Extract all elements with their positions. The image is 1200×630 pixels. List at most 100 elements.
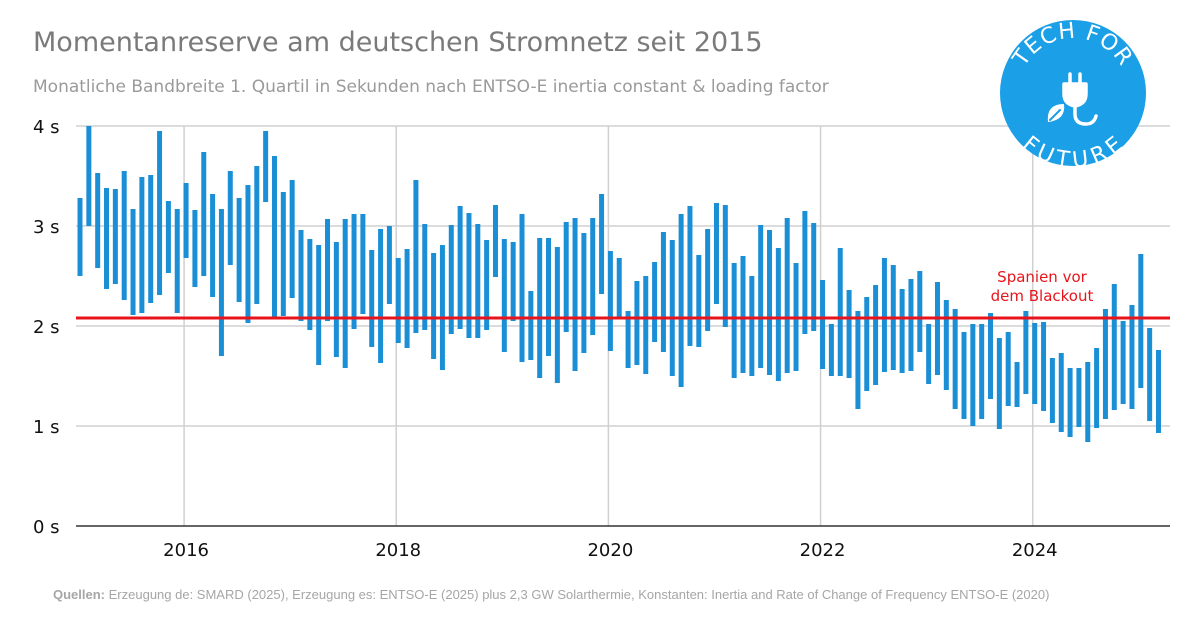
reference-line-label-1: Spanien vor — [997, 268, 1087, 286]
month-range-bar — [908, 279, 914, 371]
month-range-bar — [554, 247, 560, 383]
month-range-bar — [961, 332, 967, 419]
month-range-bar — [431, 253, 437, 359]
month-range-bar — [404, 249, 410, 348]
month-range-bar — [1058, 353, 1064, 432]
month-range-bar — [634, 281, 640, 365]
month-range-bar — [899, 289, 905, 373]
plug-leaf-icon — [1047, 72, 1098, 126]
y-tick-label: 1 s — [33, 417, 60, 438]
y-tick-label: 0 s — [33, 517, 60, 538]
month-range-bar — [112, 189, 118, 284]
month-range-bar — [519, 214, 525, 362]
month-range-bar — [996, 338, 1002, 429]
month-range-bar — [1005, 332, 1011, 406]
chart-grid — [76, 125, 1170, 526]
month-range-bar — [590, 218, 596, 335]
month-range-bar — [537, 238, 543, 378]
month-range-bar — [881, 258, 887, 372]
month-range-bar — [758, 225, 764, 368]
month-range-bar — [448, 225, 454, 334]
month-range-bar — [943, 300, 949, 390]
month-range-bar — [201, 152, 207, 276]
x-tick-label: 2022 — [800, 540, 846, 561]
month-range-bar — [1102, 309, 1108, 419]
month-range-bar — [475, 224, 481, 338]
month-range-bar — [740, 256, 746, 373]
month-range-bar — [837, 248, 843, 376]
month-range-bar — [846, 290, 852, 378]
month-range-bar — [422, 224, 428, 330]
month-range-bar — [1111, 284, 1117, 410]
month-range-bar — [510, 242, 516, 321]
source-text: Erzeugung de: SMARD (2025), Erzeugung es… — [105, 587, 1050, 602]
month-range-bar — [546, 238, 552, 356]
month-range-bar — [979, 324, 985, 419]
month-range-bar — [148, 175, 154, 303]
source-note: Quellen: Erzeugung de: SMARD (2025), Erz… — [53, 587, 1049, 602]
month-range-bar — [528, 291, 534, 360]
x-tick-label: 2024 — [1012, 540, 1058, 561]
month-range-bar — [563, 222, 569, 332]
month-range-bar — [439, 245, 445, 370]
month-range-bar — [280, 192, 286, 316]
chart-axes: 0 s 1 s 2 s 3 s 4 s 2016 2018 2020 2022 2024 — [33, 117, 1170, 561]
month-range-bar — [236, 198, 242, 302]
month-range-bar — [713, 203, 719, 304]
month-range-bar — [157, 131, 163, 295]
month-range-bar — [1085, 362, 1091, 442]
month-range-bar — [1120, 321, 1126, 404]
month-range-bar — [1155, 350, 1161, 433]
month-range-bar — [139, 177, 145, 313]
month-range-bar — [457, 206, 463, 329]
month-range-bar — [988, 313, 994, 399]
month-range-bar — [325, 219, 331, 321]
month-range-bar — [271, 156, 277, 318]
month-range-bar — [121, 171, 127, 300]
month-range-bar — [289, 180, 295, 298]
month-range-bar — [599, 194, 605, 294]
month-range-bar — [1129, 305, 1135, 409]
month-range-bar — [722, 205, 728, 327]
month-range-bar — [828, 324, 834, 376]
month-range-bar — [934, 282, 940, 375]
month-range-bar — [218, 209, 224, 356]
month-range-bar — [492, 205, 498, 277]
month-range-bar — [678, 214, 684, 387]
chart-title: Momentanreserve am deutschen Stromnetz s… — [33, 27, 763, 58]
month-range-bar — [130, 209, 136, 315]
month-range-bar — [1094, 348, 1100, 428]
month-range-bar — [104, 188, 110, 289]
month-range-bar — [1147, 328, 1153, 421]
chart-bars — [77, 126, 1161, 442]
month-range-bar — [952, 309, 958, 409]
tech-for-future-logo: TECH FOR FUTURE — [1000, 19, 1146, 168]
month-range-bar — [802, 211, 808, 334]
month-range-bar — [333, 242, 339, 357]
reference-line-label-2: dem Blackout — [991, 287, 1094, 305]
x-tick-label: 2016 — [163, 540, 209, 561]
month-range-bar — [413, 180, 419, 333]
month-range-bar — [864, 297, 870, 391]
month-range-bar — [316, 245, 322, 365]
month-range-bar — [1138, 254, 1144, 388]
month-range-bar — [917, 271, 923, 352]
x-tick-label: 2020 — [587, 540, 633, 561]
month-range-bar — [1014, 362, 1020, 407]
month-range-bar — [652, 262, 658, 342]
month-range-bar — [210, 194, 216, 297]
month-range-bar — [775, 248, 781, 381]
month-range-bar — [873, 285, 879, 385]
month-range-bar — [660, 232, 666, 352]
month-range-bar — [378, 229, 384, 363]
month-range-bar — [342, 219, 348, 368]
source-label: Quellen: — [53, 587, 106, 602]
month-range-bar — [395, 258, 401, 343]
x-tick-label: 2018 — [375, 540, 421, 561]
month-range-bar — [369, 250, 375, 347]
chart-subtitle: Monatliche Bandbreite 1. Quartil in Seku… — [33, 77, 829, 97]
month-range-bar — [1032, 323, 1038, 404]
month-range-bar — [254, 166, 260, 304]
month-range-bar — [192, 210, 198, 287]
